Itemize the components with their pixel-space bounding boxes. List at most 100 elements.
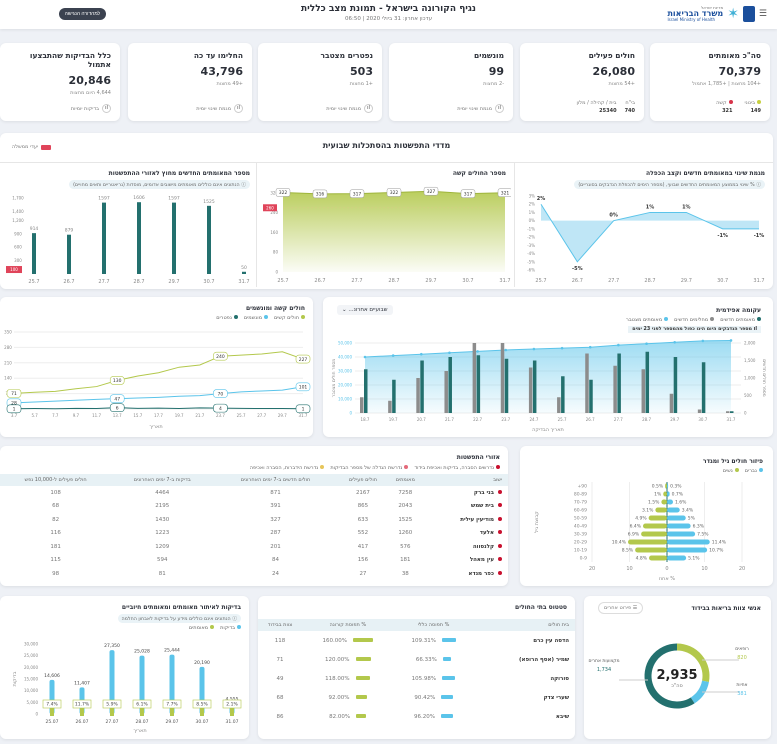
column-header[interactable]: ישוב [422, 474, 508, 486]
cell-value: 24 [272, 570, 280, 577]
x-tick-label: 27.7 [608, 278, 619, 284]
column-header[interactable]: בדיקות ב-7 ימים האחרונים [111, 474, 214, 486]
percent-label: 6.1% [136, 702, 148, 708]
info-icon[interactable]: ⓘ [230, 617, 237, 622]
x-tick-label: 28.7 [642, 417, 651, 422]
ministry-logo[interactable]: ☰ ✶ מדינת ישראל משרד הבריאות Israel Mini… [667, 3, 767, 25]
target-marker [6, 266, 22, 274]
percent-box [222, 699, 242, 709]
y-tick-label: -6% [527, 268, 535, 273]
cell-value: 116 [50, 530, 61, 537]
data-label: 20,190 [194, 660, 210, 666]
column-header[interactable]: חולים פעילים ל-10,000 נפש [0, 474, 112, 486]
tests-bar [139, 655, 145, 714]
hamburger-icon[interactable]: ☰ [758, 9, 767, 19]
positives-bar [200, 708, 204, 716]
legend-value: 740 [624, 108, 635, 114]
y-tick-label: -2% [527, 235, 535, 240]
women-bar [661, 499, 667, 505]
info-icon[interactable]: ⓘ [754, 183, 761, 188]
y-left-tick-label: 40,000 [338, 355, 352, 360]
x-tick-label: 10 [701, 566, 707, 572]
men-data-label: 5% [688, 516, 696, 522]
x-tick-label: 30.7 [698, 417, 707, 422]
column-header[interactable]: % תפוסה כללי [393, 619, 474, 631]
x-tick-label: 20.7 [417, 417, 426, 422]
x-tick-label: 29.7 [670, 417, 679, 422]
logo-english: Israel Ministry of Health [667, 17, 716, 23]
y-tick-label: 350 [4, 330, 12, 335]
others-breakdown-button[interactable]: ☰ פירוט אחרים [598, 602, 644, 614]
column-header[interactable]: חולים חדשים ב-7 ימים האחרונים [213, 474, 338, 486]
accessible-version-button[interactable]: למהדורה הנגישה [59, 8, 106, 20]
column-header[interactable]: צוות בבידוד [258, 619, 303, 631]
bar-chart-icon: ıl [495, 104, 504, 113]
column-header[interactable]: % תפוסת קורונה [302, 619, 394, 631]
x-tick-label: 0 [665, 566, 668, 572]
staff-isolation-count: 71 [276, 656, 284, 663]
kpi-active-patients: חולים פעילים 26,080 +54 מחצות בי"ח 740 בי… [520, 43, 644, 121]
y-tick-label: 80 [273, 250, 279, 255]
cell-value: 108 [50, 489, 61, 496]
occupancy-value: 160.00% [322, 637, 348, 644]
bar-chart-icon: ıl [364, 104, 373, 113]
x-tick-label: 25.7 [237, 413, 246, 418]
daily-tests-link[interactable]: ıl בדיקות יומיות [71, 104, 111, 113]
percent-label: 8.5% [196, 702, 208, 708]
table-row: מודיעין עילית 1525 633 327 1430 82 [0, 513, 508, 527]
x-tick-label: 26.7 [63, 279, 74, 285]
severe-ventilated-card: חולים קשה ומונשמים חולים קשים מונשמים נפ… [0, 297, 313, 437]
daily-trend-link[interactable]: ıl מגמת שינוי יומית [457, 104, 504, 113]
y-tick-label: 60-69 [574, 508, 587, 514]
occupancy-value: 90.42% [414, 694, 436, 701]
daily-trend-link[interactable]: ıl מגמת שינוי יומית [196, 104, 243, 113]
occupancy-value: 96.20% [414, 713, 435, 720]
gov-targets-legend: יעדי ממשלה [12, 144, 52, 150]
info-icon[interactable]: ⓘ [239, 183, 246, 188]
occupancy-bar [442, 676, 456, 680]
cell-value: 391 [270, 503, 281, 510]
column-header[interactable]: בית חולים [473, 619, 575, 631]
bar [137, 202, 141, 274]
town-name: אלעד [423, 527, 509, 541]
x-tick-label: 9.7 [73, 413, 80, 418]
y-tick-label: -1% [527, 226, 535, 231]
bar [242, 271, 246, 274]
occupancy-bar [353, 638, 374, 642]
y-tick-label: 15,000 [24, 677, 38, 682]
link-label: מגמת שינוי יומית [196, 105, 231, 112]
hospital-name: סורוקה [550, 675, 569, 682]
cell-value: 417 [357, 543, 369, 550]
kpi-delta: -2 מחצות [483, 81, 504, 87]
data-label-box [386, 188, 402, 197]
occupancy-bar [442, 657, 452, 661]
data-label: 1% [646, 204, 655, 210]
epidemic-chart: 0 10,000 20,000 30,000 40,000 50,000 0 500 1,000… [332, 339, 766, 433]
chart-title: עקומה אפידמית [716, 307, 761, 314]
red-status-dot [498, 516, 502, 521]
percent-box [192, 699, 212, 709]
legend-label: בינוני [744, 100, 756, 106]
y-tick-label: 70-79 [574, 500, 587, 506]
new-cases-bar [561, 376, 565, 413]
data-label: 71 [11, 391, 17, 397]
y-tick-label: 3% [529, 194, 536, 199]
recovered-bar [726, 411, 730, 413]
x-tick-label: 25.7 [277, 278, 288, 284]
men-data-label: 0.7% [672, 492, 684, 498]
kpi-deceased: נפטרים מצטבר 503 +1 מחצות ıl מגמת שינוי י… [258, 43, 382, 121]
cell-value: 4464 [155, 489, 170, 496]
occupancy-bar [441, 638, 456, 642]
cell-value: 287 [270, 530, 281, 537]
range-dropdown[interactable]: שבועיים אחרונ... ⌄ [337, 305, 393, 315]
new-cases-bar [701, 362, 706, 413]
x-tick-label: 21.7 [195, 413, 204, 418]
data-label: -5% [572, 266, 583, 272]
daily-trend-link[interactable]: ıl מגמת שינוי יומית [326, 104, 373, 113]
staff-isolation-count: 118 [274, 637, 286, 644]
data-label: 327 [427, 189, 436, 195]
column-header[interactable]: חולים פעילים [337, 474, 389, 486]
legend-label: חולים קשים [273, 315, 299, 321]
chart-title: מגמת שינוי במאומתים חדשים וקצב הכפלה [646, 170, 765, 177]
column-header[interactable]: מאומתים [388, 474, 423, 486]
